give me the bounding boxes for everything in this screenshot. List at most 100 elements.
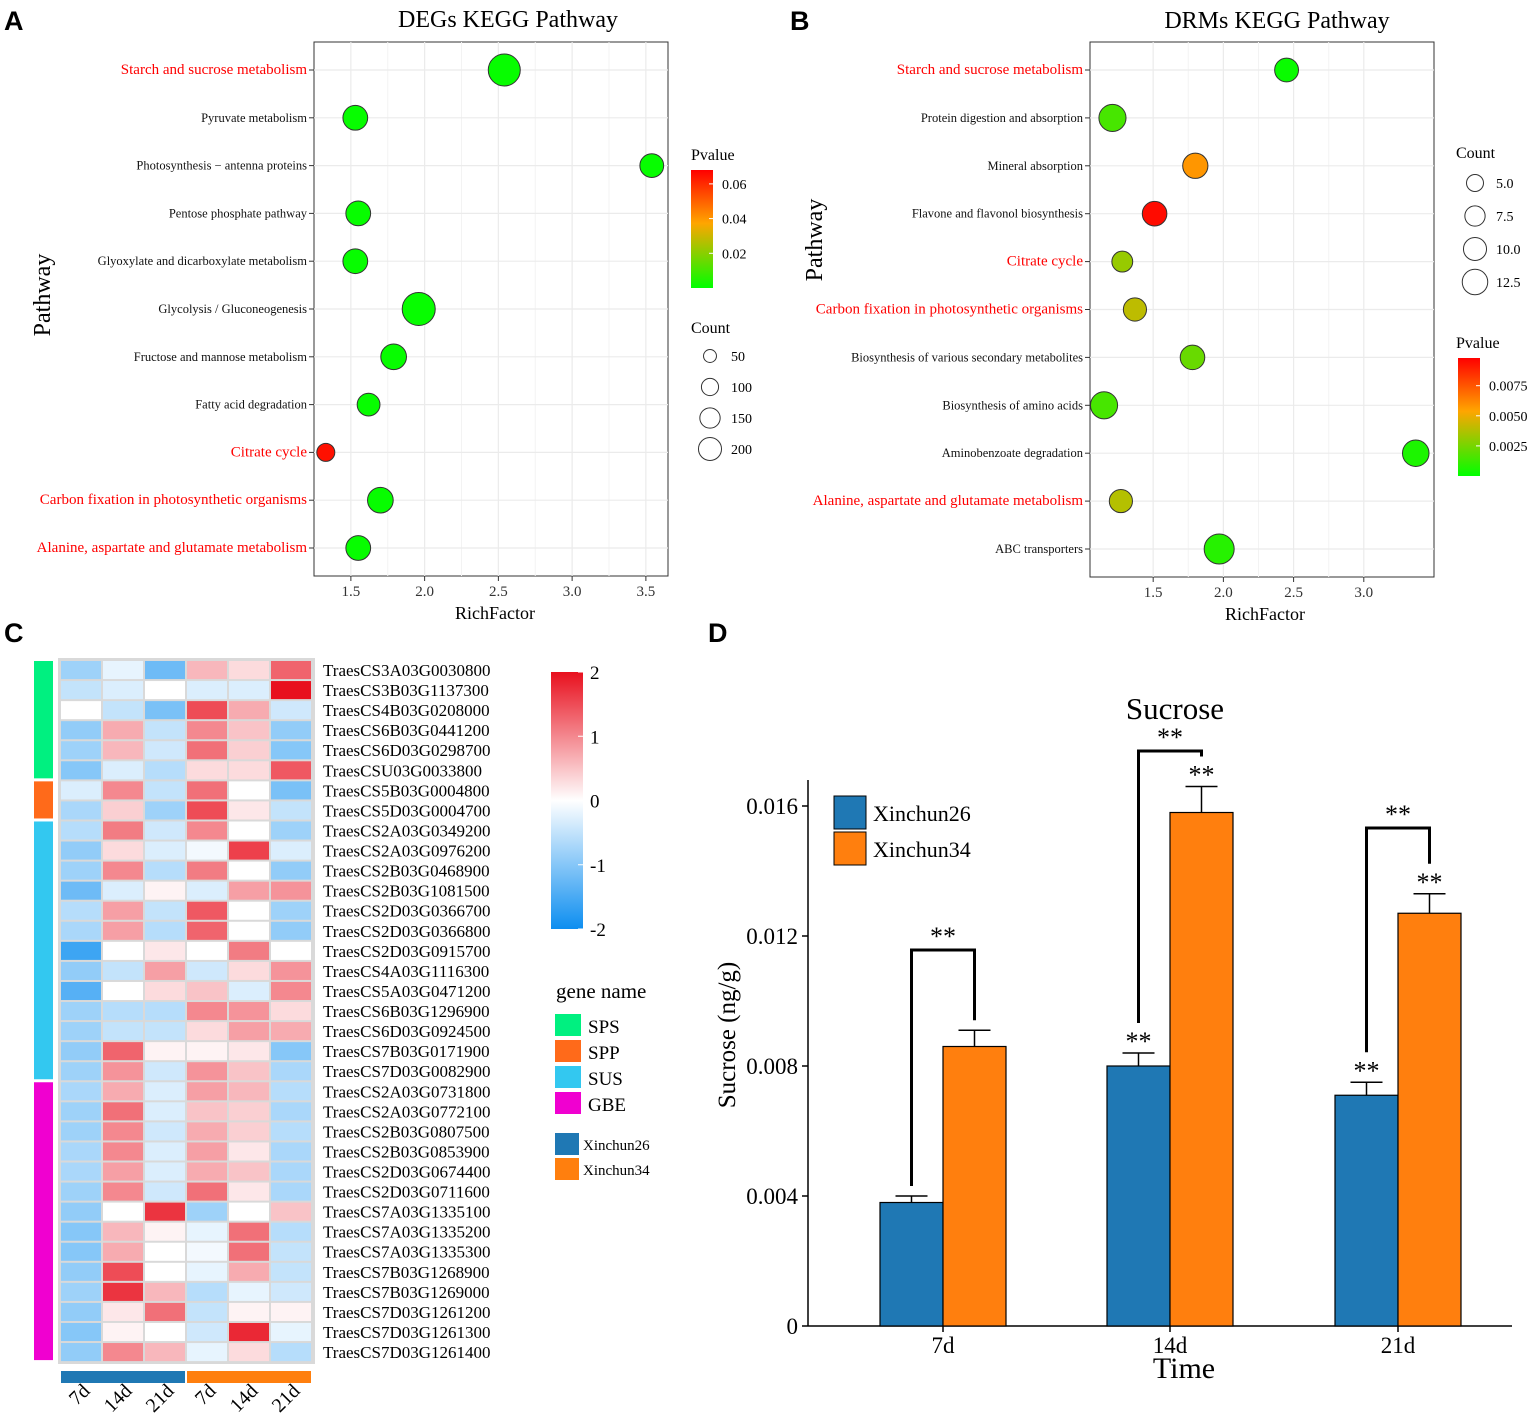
heatmap-cell (187, 1302, 227, 1321)
heatmap-cell (271, 881, 311, 900)
heatmap-cell (271, 821, 311, 840)
gene-name-legend-title: gene name (556, 979, 646, 1003)
b-pvalue-tick-label: 0.0050 (1489, 410, 1528, 425)
a-count-legend-circle (703, 349, 717, 363)
heatmap-cell (145, 821, 185, 840)
heatmap-cell (229, 1302, 269, 1321)
a-pathway-label: Photosynthesis − antenna proteins (136, 159, 307, 173)
a-bubble-point (342, 104, 369, 131)
heatmap-cell (145, 981, 185, 1001)
heatmap-cell (145, 1062, 185, 1081)
heatmap-cell (103, 1182, 143, 1201)
heatmap-cell (271, 661, 311, 680)
heatmap-cell (145, 1142, 185, 1161)
heatmap-cell (187, 661, 227, 680)
a-count-legend-circle (699, 407, 721, 429)
heatmap-cell (229, 941, 269, 960)
panel-d-bar-chart: Sucrose 0 0.004 0.008 0.012 0.016 7d 14d 21d *… (714, 691, 1512, 1385)
heatmap-cell (145, 961, 185, 980)
heatmap-cell (145, 681, 185, 700)
chart-d-xlabel: Time (1153, 1352, 1215, 1385)
a-xtick-label: 2.0 (415, 584, 434, 600)
heatmap-gene-label: TraesCS2B03G0468900 (323, 862, 490, 881)
heatmap-cell (271, 961, 311, 980)
heatmap-cell (61, 941, 101, 960)
b-xtick-label: 1.5 (1144, 585, 1163, 601)
heatmap-cell (61, 1202, 101, 1221)
gene-group-legend-label: GBE (588, 1095, 626, 1116)
b-pathway-label: Starch and sucrose metabolism (897, 62, 1084, 78)
heatmap-cell (103, 761, 143, 780)
heatmap-scale-tick-label: 1 (590, 727, 600, 748)
heatmap-cell (187, 1142, 227, 1161)
gene-group-legend-label: SPS (588, 1017, 620, 1038)
heatmap-cell (145, 1122, 185, 1141)
heatmap-cell (61, 1182, 101, 1201)
a-count-legend-label: 200 (731, 443, 752, 458)
chart-d-xtick-label: 14d (1153, 1333, 1188, 1358)
heatmap-cell (187, 1022, 227, 1041)
heatmap-cell (229, 741, 269, 760)
heatmap-cell (145, 1102, 185, 1121)
heatmap-cell (271, 901, 311, 920)
heatmap-cell (187, 901, 227, 920)
heatmap-column-label: 14d (226, 1380, 263, 1417)
a-xtick-label: 3.0 (563, 584, 582, 600)
heatmap-cell (271, 1202, 311, 1221)
panel-label-d: D (708, 618, 728, 648)
heatmap-row-group-bar (34, 821, 53, 1080)
heatmap-gene-label: TraesCS7B03G0171900 (323, 1042, 490, 1061)
heatmap-cell (229, 1042, 269, 1061)
heatmap-cell (145, 661, 185, 680)
heatmap-gene-label: TraesCS6B03G0441200 (323, 721, 490, 740)
heatmap-cell (145, 861, 185, 880)
heatmap-cell (103, 741, 143, 760)
heatmap-scale-tick-label: 0 (590, 792, 600, 813)
b-pathway-label: Mineral absorption (988, 159, 1084, 173)
heatmap-gene-label: TraesCS6B03G1296900 (323, 1002, 490, 1021)
a-bubble-point (345, 535, 372, 561)
heatmap-column-label: 7d (191, 1380, 221, 1410)
a-pathway-label: Citrate cycle (231, 444, 308, 460)
heatmap-cell (103, 661, 143, 680)
heatmap-cell (229, 701, 269, 720)
b-count-legend-circle (1462, 236, 1488, 262)
heatmap-cell (187, 801, 227, 820)
heatmap-cell (145, 901, 185, 920)
heatmap-cell (103, 1322, 143, 1342)
a-bubble-point (356, 392, 381, 417)
chart-d-significance-stars: ** (1126, 1027, 1152, 1056)
heatmap-gene-label: TraesCS5B03G0004800 (323, 781, 490, 800)
chart-d-ytick-label: 0.016 (746, 794, 798, 819)
chart-b-title: DRMs KEGG Pathway (1164, 8, 1389, 34)
heatmap-cell (271, 1122, 311, 1141)
chart-d-ytick-label: 0.008 (746, 1054, 798, 1079)
heatmap-cell (61, 1122, 101, 1141)
heatmap-column-label: 21d (268, 1380, 305, 1417)
chart-b-ylabel: Pathway (802, 199, 828, 282)
heatmap-cell (103, 961, 143, 980)
chart-d-significance-bracket (1137, 749, 1203, 1023)
heatmap-cell (187, 1062, 227, 1081)
chart-d-bar (1169, 811, 1234, 1327)
b-count-legend-label: 7.5 (1496, 210, 1514, 225)
heatmap-cell (187, 761, 227, 780)
heatmap-cell (103, 901, 143, 920)
a-xtick-label: 2.5 (489, 584, 508, 600)
heatmap-scale-tick-label: 2 (590, 663, 600, 684)
a-pvalue-tick-label: 0.04 (722, 213, 747, 228)
heatmap-cell (103, 1282, 143, 1301)
heatmap-row-group-bar (34, 781, 53, 819)
heatmap-gene-label: TraesCS6D03G0298700 (323, 741, 491, 760)
b-xtick-label: 3.0 (1354, 585, 1373, 601)
heatmap-cell (145, 1302, 185, 1321)
heatmap-cell (187, 861, 227, 880)
heatmap-cell (103, 981, 143, 1001)
heatmap-scale-bar (551, 672, 583, 929)
heatmap-cell (61, 1343, 101, 1362)
chart-b-count-legend-title: Count (1456, 145, 1496, 162)
heatmap-cell (61, 1242, 101, 1261)
heatmap-cell (103, 1242, 143, 1261)
a-bubble-point (345, 200, 372, 227)
